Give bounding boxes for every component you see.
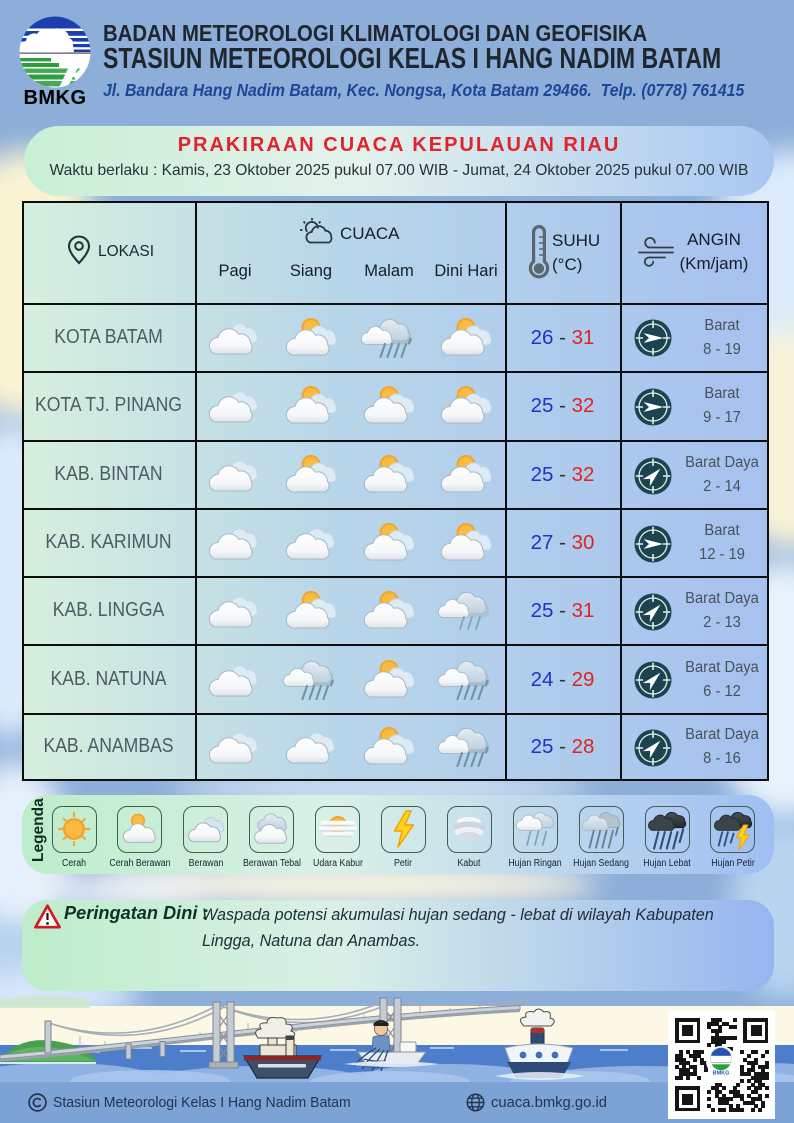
svg-text:BMKG: BMKG — [713, 1071, 730, 1077]
